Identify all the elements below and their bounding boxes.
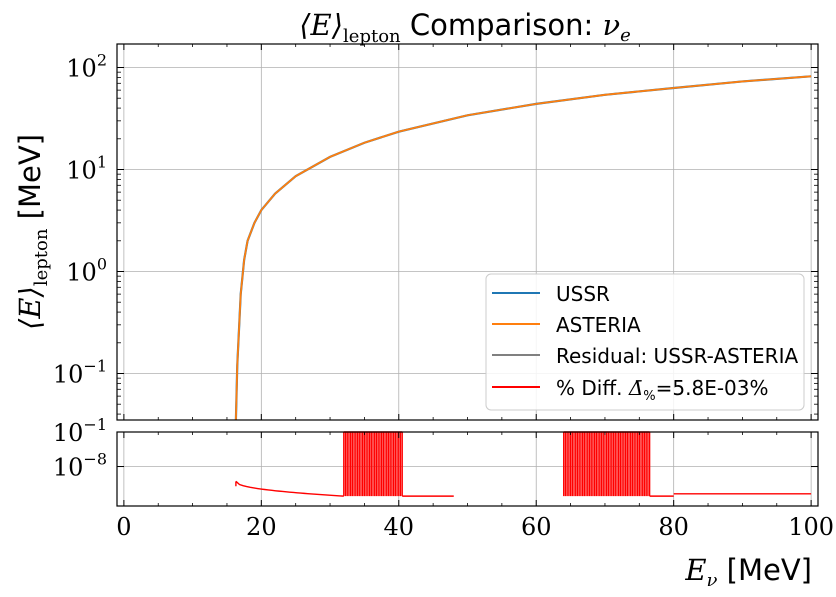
ytick-exponent: −1 — [83, 356, 107, 375]
title-text: Comparison: — [401, 8, 603, 42]
title-nu: ν — [602, 8, 620, 42]
main-plot-area — [234, 75, 812, 421]
ylabel-unit: [MeV] — [13, 134, 47, 229]
residual-grid — [117, 431, 818, 506]
main-ticks — [117, 44, 818, 420]
legend-diff-suffix: =5.8E-03% — [656, 376, 769, 400]
chart-title: ⟨E⟩lepton Comparison: νe — [299, 8, 631, 47]
legend-label-ussr: USSR — [556, 282, 610, 306]
xtick-label-20: 20 — [246, 513, 277, 541]
res-ytick-label: 10−1 — [53, 415, 107, 447]
ytick-exponent: −1 — [83, 415, 107, 434]
legend-diff-prefix: % Diff. — [556, 376, 629, 400]
ytick-base: 10 — [53, 454, 84, 482]
main-ytick-label: 102 — [66, 51, 107, 83]
ytick-base: 10 — [53, 419, 84, 447]
xtick-label-100: 100 — [788, 513, 834, 541]
residual-panel: 10−110−8 0 20 40 60 80 100 — [53, 415, 834, 541]
main-ytick-label: 101 — [66, 153, 107, 185]
xtick-label-80: 80 — [658, 513, 689, 541]
ytick-exponent: 0 — [97, 254, 107, 273]
ytick-base: 10 — [53, 360, 84, 388]
legend-diff-symbol: Δ̄ — [628, 376, 643, 400]
legend-label-diff: % Diff. Δ̄%=5.8E-03% — [556, 376, 769, 404]
legend-frame — [485, 273, 805, 411]
series-line-percent-diff — [235, 431, 812, 497]
ytick-base: 10 — [66, 258, 97, 286]
res-ytick-label: 10−8 — [53, 450, 107, 482]
xlabel-unit: [MeV] — [717, 553, 812, 587]
residual-y-tick-labels: 10−110−8 — [53, 415, 107, 482]
xtick-label-40: 40 — [384, 513, 415, 541]
x-axis-label: Eν [MeV] — [684, 553, 812, 591]
xtick-label-0: 0 — [116, 513, 131, 541]
title-symbol-subscript: lepton — [343, 26, 401, 47]
legend-label-asteria: ASTERIA — [556, 313, 641, 337]
ytick-exponent: −8 — [83, 450, 107, 469]
y-axis-label: ⟨E⟩lepton [MeV] — [13, 134, 52, 330]
legend-label-residual: Residual: USSR-ASTERIA — [556, 344, 798, 368]
residual-x-tick-labels: 0 20 40 60 80 100 — [116, 513, 834, 541]
residual-ticks — [117, 431, 818, 506]
main-ytick-label: 100 — [66, 254, 107, 286]
ytick-exponent: 1 — [97, 153, 107, 172]
residual-plot-area — [235, 431, 812, 497]
series-line-asteria — [235, 75, 812, 421]
residual-axes-frame — [116, 431, 819, 507]
title-nu-subscript: e — [620, 25, 631, 46]
xlabel-symbol: E — [684, 553, 706, 587]
xtick-label-60: 60 — [521, 513, 552, 541]
legend-diff-subscript: % — [643, 389, 655, 404]
legend: USSR ASTERIA Residual: USSR-ASTERIA % Di… — [485, 273, 805, 411]
xlabel-subscript: ν — [706, 570, 717, 591]
ylabel-subscript: lepton — [31, 228, 52, 286]
title-symbol: ⟨E⟩ — [299, 8, 343, 42]
ylabel-symbol: ⟨E⟩ — [13, 286, 47, 330]
main-grid — [117, 44, 818, 420]
ytick-exponent: 2 — [97, 51, 107, 70]
ytick-base: 10 — [66, 157, 97, 185]
ytick-base: 10 — [66, 55, 97, 83]
main-ytick-label: 10−1 — [53, 356, 107, 388]
